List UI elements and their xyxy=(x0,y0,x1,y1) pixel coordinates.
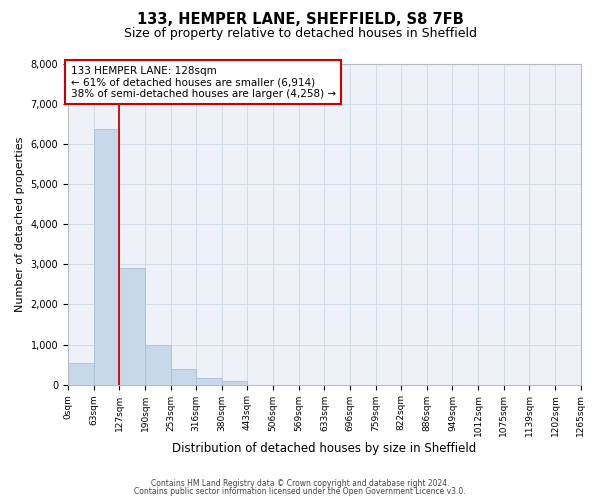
Bar xyxy=(196,378,222,384)
Bar xyxy=(94,129,119,384)
Y-axis label: Number of detached properties: Number of detached properties xyxy=(15,136,25,312)
Text: Contains HM Land Registry data © Crown copyright and database right 2024.: Contains HM Land Registry data © Crown c… xyxy=(151,478,449,488)
Bar xyxy=(222,381,247,384)
Bar xyxy=(170,370,196,384)
Text: Contains public sector information licensed under the Open Government Licence v3: Contains public sector information licen… xyxy=(134,487,466,496)
Bar xyxy=(145,346,170,385)
Text: 133, HEMPER LANE, SHEFFIELD, S8 7FB: 133, HEMPER LANE, SHEFFIELD, S8 7FB xyxy=(137,12,463,28)
Text: Size of property relative to detached houses in Sheffield: Size of property relative to detached ho… xyxy=(124,28,476,40)
Text: 133 HEMPER LANE: 128sqm
← 61% of detached houses are smaller (6,914)
38% of semi: 133 HEMPER LANE: 128sqm ← 61% of detache… xyxy=(71,66,336,99)
Bar xyxy=(68,362,94,384)
X-axis label: Distribution of detached houses by size in Sheffield: Distribution of detached houses by size … xyxy=(172,442,476,455)
Bar xyxy=(119,268,145,384)
